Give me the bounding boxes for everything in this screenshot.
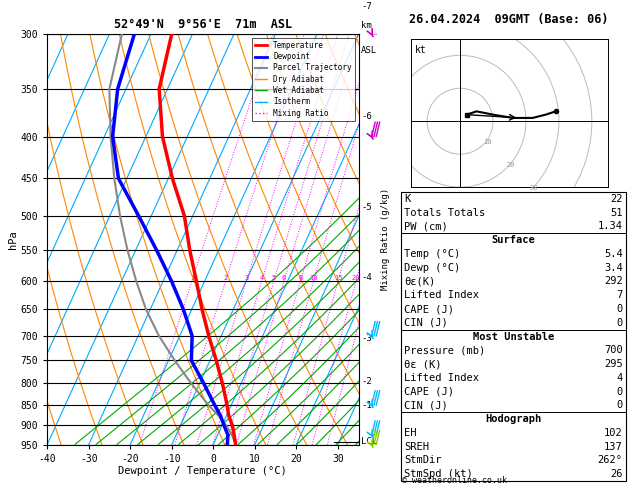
- Text: EH: EH: [404, 428, 416, 438]
- Text: StmSpd (kt): StmSpd (kt): [404, 469, 472, 479]
- Text: Most Unstable: Most Unstable: [472, 331, 554, 342]
- Text: 7: 7: [616, 290, 623, 300]
- Text: 30: 30: [529, 185, 538, 191]
- Text: 4: 4: [616, 373, 623, 383]
- Text: -7: -7: [361, 2, 372, 11]
- Text: 10: 10: [309, 275, 318, 281]
- Text: 26: 26: [610, 469, 623, 479]
- Text: kt: kt: [415, 45, 426, 55]
- Text: Pressure (mb): Pressure (mb): [404, 346, 485, 355]
- Text: 102: 102: [604, 428, 623, 438]
- Text: 262°: 262°: [598, 455, 623, 466]
- Text: -5: -5: [361, 203, 372, 212]
- Text: 1.34: 1.34: [598, 222, 623, 231]
- Text: 20: 20: [352, 275, 360, 281]
- Y-axis label: hPa: hPa: [8, 230, 18, 249]
- Text: 5: 5: [272, 275, 276, 281]
- Text: PW (cm): PW (cm): [404, 222, 448, 231]
- Text: StmDir: StmDir: [404, 455, 442, 466]
- Text: Totals Totals: Totals Totals: [404, 208, 485, 218]
- Text: 15: 15: [334, 275, 342, 281]
- Text: 700: 700: [604, 346, 623, 355]
- Text: -1: -1: [361, 400, 372, 410]
- Text: 26.04.2024  09GMT (Base: 06): 26.04.2024 09GMT (Base: 06): [409, 13, 608, 26]
- Text: 295: 295: [604, 359, 623, 369]
- Text: CIN (J): CIN (J): [404, 400, 448, 410]
- Text: -3: -3: [361, 334, 372, 343]
- Text: 10: 10: [483, 139, 492, 145]
- Text: 0: 0: [616, 318, 623, 328]
- Text: CAPE (J): CAPE (J): [404, 304, 454, 314]
- Text: -4: -4: [361, 274, 372, 282]
- Text: Mixing Ratio (g/kg): Mixing Ratio (g/kg): [381, 188, 390, 291]
- Text: Lifted Index: Lifted Index: [404, 290, 479, 300]
- Text: -6: -6: [361, 112, 372, 121]
- Text: 8: 8: [298, 275, 303, 281]
- Text: 292: 292: [604, 277, 623, 286]
- Text: 20: 20: [506, 162, 515, 168]
- Text: 0: 0: [616, 387, 623, 397]
- Text: 51: 51: [610, 208, 623, 218]
- Text: SREH: SREH: [404, 442, 429, 451]
- Title: 52°49'N  9°56'E  71m  ASL: 52°49'N 9°56'E 71m ASL: [114, 18, 292, 32]
- Text: Lifted Index: Lifted Index: [404, 373, 479, 383]
- X-axis label: Dewpoint / Temperature (°C): Dewpoint / Temperature (°C): [118, 467, 287, 476]
- Text: Temp (°C): Temp (°C): [404, 249, 460, 259]
- Text: ASL: ASL: [361, 47, 377, 55]
- Text: θε (K): θε (K): [404, 359, 442, 369]
- Text: -2: -2: [361, 377, 372, 386]
- Text: Surface: Surface: [491, 235, 535, 245]
- Text: km: km: [361, 21, 372, 31]
- Text: 3.4: 3.4: [604, 263, 623, 273]
- Text: 3: 3: [244, 275, 248, 281]
- Text: 1: 1: [190, 275, 194, 281]
- Text: Hodograph: Hodograph: [485, 414, 542, 424]
- Text: CIN (J): CIN (J): [404, 318, 448, 328]
- Text: 0: 0: [616, 304, 623, 314]
- Text: Dewp (°C): Dewp (°C): [404, 263, 460, 273]
- Text: 4: 4: [260, 275, 264, 281]
- Text: 22: 22: [610, 194, 623, 204]
- Text: LCL: LCL: [361, 437, 377, 446]
- Text: 0: 0: [616, 400, 623, 410]
- Text: CAPE (J): CAPE (J): [404, 387, 454, 397]
- Text: © weatheronline.co.uk: © weatheronline.co.uk: [402, 476, 507, 485]
- Text: 6: 6: [282, 275, 286, 281]
- Text: 137: 137: [604, 442, 623, 451]
- Text: K: K: [404, 194, 410, 204]
- Legend: Temperature, Dewpoint, Parcel Trajectory, Dry Adiabat, Wet Adiabat, Isotherm, Mi: Temperature, Dewpoint, Parcel Trajectory…: [252, 38, 355, 121]
- Text: θε(K): θε(K): [404, 277, 435, 286]
- Text: 5.4: 5.4: [604, 249, 623, 259]
- Text: 2: 2: [223, 275, 228, 281]
